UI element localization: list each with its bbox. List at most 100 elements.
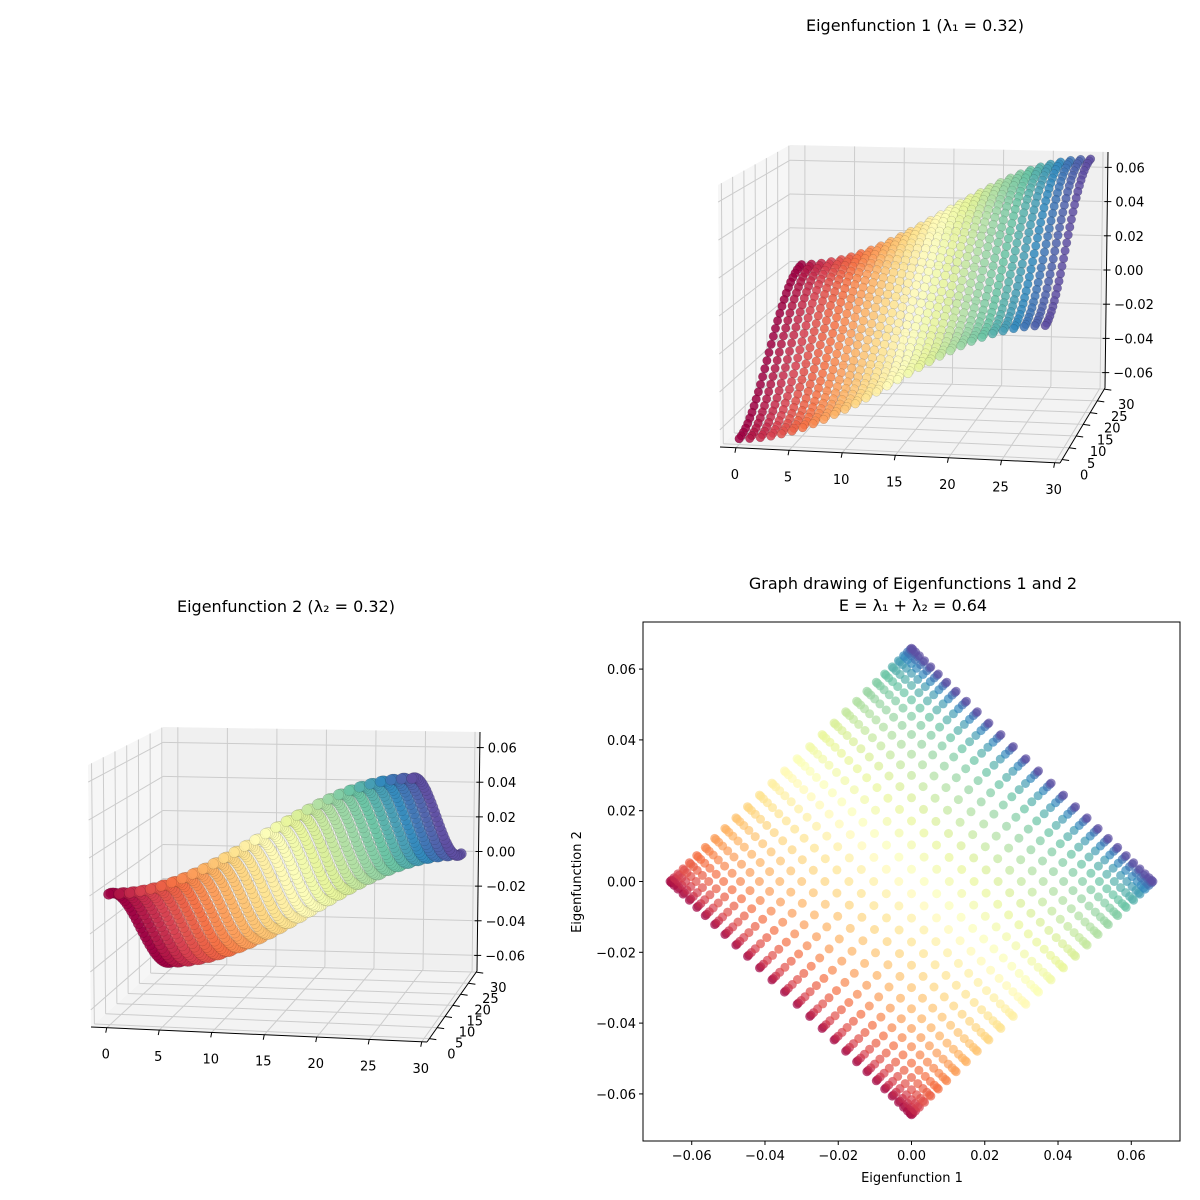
data-point	[938, 279, 948, 289]
data-point	[374, 776, 386, 788]
data-point	[778, 836, 788, 846]
data-point	[766, 339, 776, 349]
data-point	[907, 695, 916, 705]
data-point	[854, 719, 864, 729]
data-point	[844, 301, 854, 311]
data-point	[994, 973, 1004, 983]
data-point	[1024, 227, 1034, 237]
data-point	[988, 261, 998, 271]
data-point	[1074, 911, 1084, 921]
data-point	[1058, 858, 1068, 867]
data-point	[1000, 249, 1010, 259]
data-point	[933, 302, 943, 312]
data-point	[891, 1057, 901, 1067]
data-point	[797, 877, 807, 886]
data-point	[933, 669, 943, 679]
data-point	[916, 298, 926, 308]
data-point	[954, 291, 964, 301]
x-tick	[105, 1027, 108, 1033]
data-point	[966, 946, 976, 956]
data-point	[884, 982, 894, 992]
data-point	[780, 363, 790, 373]
data-point	[1059, 790, 1068, 800]
y-tick-label: 15	[1097, 433, 1114, 448]
data-point	[907, 913, 916, 923]
data-point	[914, 363, 924, 373]
y-tick-label: 30	[490, 981, 507, 996]
data-point	[745, 867, 755, 877]
y-gridline	[723, 443, 1063, 460]
data-point	[1048, 886, 1058, 896]
y-gridline	[734, 432, 1070, 449]
data-point	[891, 696, 901, 706]
data-point	[944, 877, 954, 886]
x-tick	[893, 455, 896, 461]
data-point	[781, 937, 791, 947]
data-point	[786, 797, 796, 807]
x-tick-label: 0.00	[897, 1149, 926, 1164]
data-point	[1003, 234, 1013, 244]
data-point	[899, 294, 909, 304]
data-point	[1103, 920, 1113, 930]
data-point	[259, 828, 271, 840]
data-point	[830, 1011, 840, 1021]
data-point	[790, 929, 800, 939]
data-point	[881, 332, 891, 342]
data-point	[942, 715, 952, 725]
data-point	[879, 305, 889, 315]
data-point	[968, 923, 978, 933]
y-tick	[1090, 412, 1098, 415]
data-point	[813, 311, 823, 321]
data-point	[989, 993, 999, 1003]
data-point	[917, 739, 927, 749]
data-point	[833, 842, 843, 852]
data-point	[727, 885, 737, 895]
data-point	[228, 846, 240, 858]
data-point	[889, 300, 899, 310]
data-point	[941, 970, 951, 980]
data-point	[977, 748, 987, 758]
y-tick-label: −0.06	[596, 1088, 636, 1103]
data-point	[801, 321, 811, 331]
data-point	[965, 1016, 975, 1026]
data-point	[867, 733, 877, 743]
eigenfunction-1-3d-plot: 0 5 10 15 20 25 30051015202530−0.06−0.04−0.020…	[717, 145, 1154, 498]
data-point	[854, 1034, 864, 1044]
data-point	[959, 267, 969, 277]
data-point	[907, 711, 916, 721]
data-point	[1016, 877, 1026, 886]
data-point	[1008, 1011, 1018, 1021]
data-point	[720, 861, 730, 871]
data-point	[820, 899, 830, 909]
data-point	[964, 244, 974, 254]
data-point	[871, 387, 881, 397]
data-point	[956, 341, 966, 351]
data-point	[1093, 892, 1103, 902]
data-point	[989, 944, 999, 954]
data-point	[983, 242, 993, 252]
data-point	[914, 1065, 924, 1075]
y-gridline	[150, 972, 469, 984]
data-point	[842, 345, 852, 355]
data-point	[844, 756, 854, 765]
data-point	[758, 372, 768, 382]
data-point	[1046, 778, 1056, 788]
data-point	[957, 275, 967, 285]
data-point	[824, 809, 834, 819]
data-point	[1034, 225, 1044, 235]
data-point	[218, 852, 230, 864]
data-point	[766, 431, 776, 441]
data-point	[836, 333, 846, 343]
data-point	[780, 962, 790, 972]
data-point	[1005, 226, 1015, 236]
data-point	[1051, 933, 1061, 943]
data-point	[799, 329, 809, 339]
data-point	[776, 856, 785, 866]
data-point	[832, 986, 841, 996]
y-tick-label: 0	[447, 1048, 455, 1063]
data-point	[1066, 904, 1076, 914]
data-point	[953, 958, 963, 968]
data-point	[885, 316, 895, 326]
data-point	[755, 858, 765, 867]
data-point	[1014, 230, 1024, 240]
